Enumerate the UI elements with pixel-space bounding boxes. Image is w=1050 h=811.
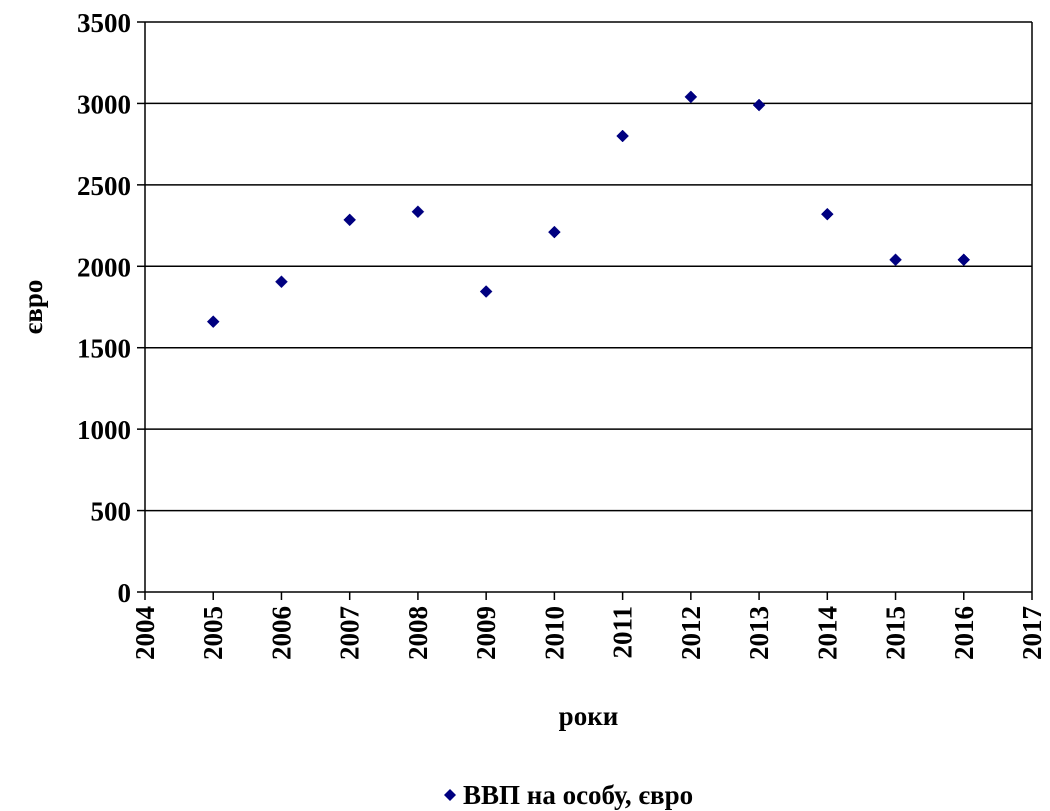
data-point	[548, 225, 561, 239]
x-tick-label: 2009	[471, 606, 501, 660]
y-tick-label: 0	[118, 578, 132, 608]
data-point	[684, 90, 698, 104]
y-tick-label: 1500	[77, 334, 131, 364]
data-point	[206, 315, 220, 329]
axes	[137, 21, 1033, 600]
x-tick-label: 2017	[1017, 606, 1047, 660]
data-point	[616, 129, 629, 143]
x-tick-label: 2011	[608, 606, 638, 659]
legend-label: ВВП на особу, євро	[463, 780, 693, 810]
x-tick-label: 2016	[949, 606, 979, 660]
data-points	[206, 90, 971, 329]
y-axis-title: євро	[18, 280, 48, 335]
y-tick-label: 500	[91, 497, 132, 527]
y-tick-label: 3000	[77, 89, 131, 119]
x-tick-label: 2005	[198, 606, 228, 660]
data-point	[957, 253, 971, 267]
data-point	[343, 213, 357, 227]
data-point	[752, 98, 766, 112]
data-point	[889, 253, 902, 267]
x-tick-label: 2014	[812, 606, 842, 660]
x-tick-label: 2015	[881, 606, 911, 660]
x-axis-title: роки	[559, 701, 619, 731]
y-tick-label: 2000	[77, 252, 131, 282]
x-tick-label: 2010	[539, 606, 569, 660]
x-tick-label: 2004	[130, 606, 160, 660]
data-point	[479, 285, 493, 298]
x-tick-label: 2013	[744, 606, 774, 660]
data-point	[820, 207, 834, 221]
data-point	[275, 275, 288, 289]
x-tick-label: 2012	[676, 606, 706, 660]
data-point	[411, 205, 425, 219]
y-tick-labels: 0 500 1000 1500 2000 2500 3000 3500	[77, 8, 131, 608]
legend: ВВП на особу, євро	[444, 780, 693, 810]
y-tick-label: 2500	[77, 171, 131, 201]
x-tick-labels: 2004 2005 2006 2007 2008 2009 2010 2011 2012 2013…	[130, 606, 1047, 660]
y-tick-label: 1000	[77, 415, 131, 445]
legend-marker-diamond-icon	[444, 789, 456, 801]
gridlines	[145, 21, 1032, 512]
x-tick-label: 2008	[403, 606, 433, 660]
x-tick-label: 2007	[335, 606, 365, 660]
x-tick-label: 2006	[266, 606, 296, 660]
y-tick-label: 3500	[77, 8, 131, 38]
